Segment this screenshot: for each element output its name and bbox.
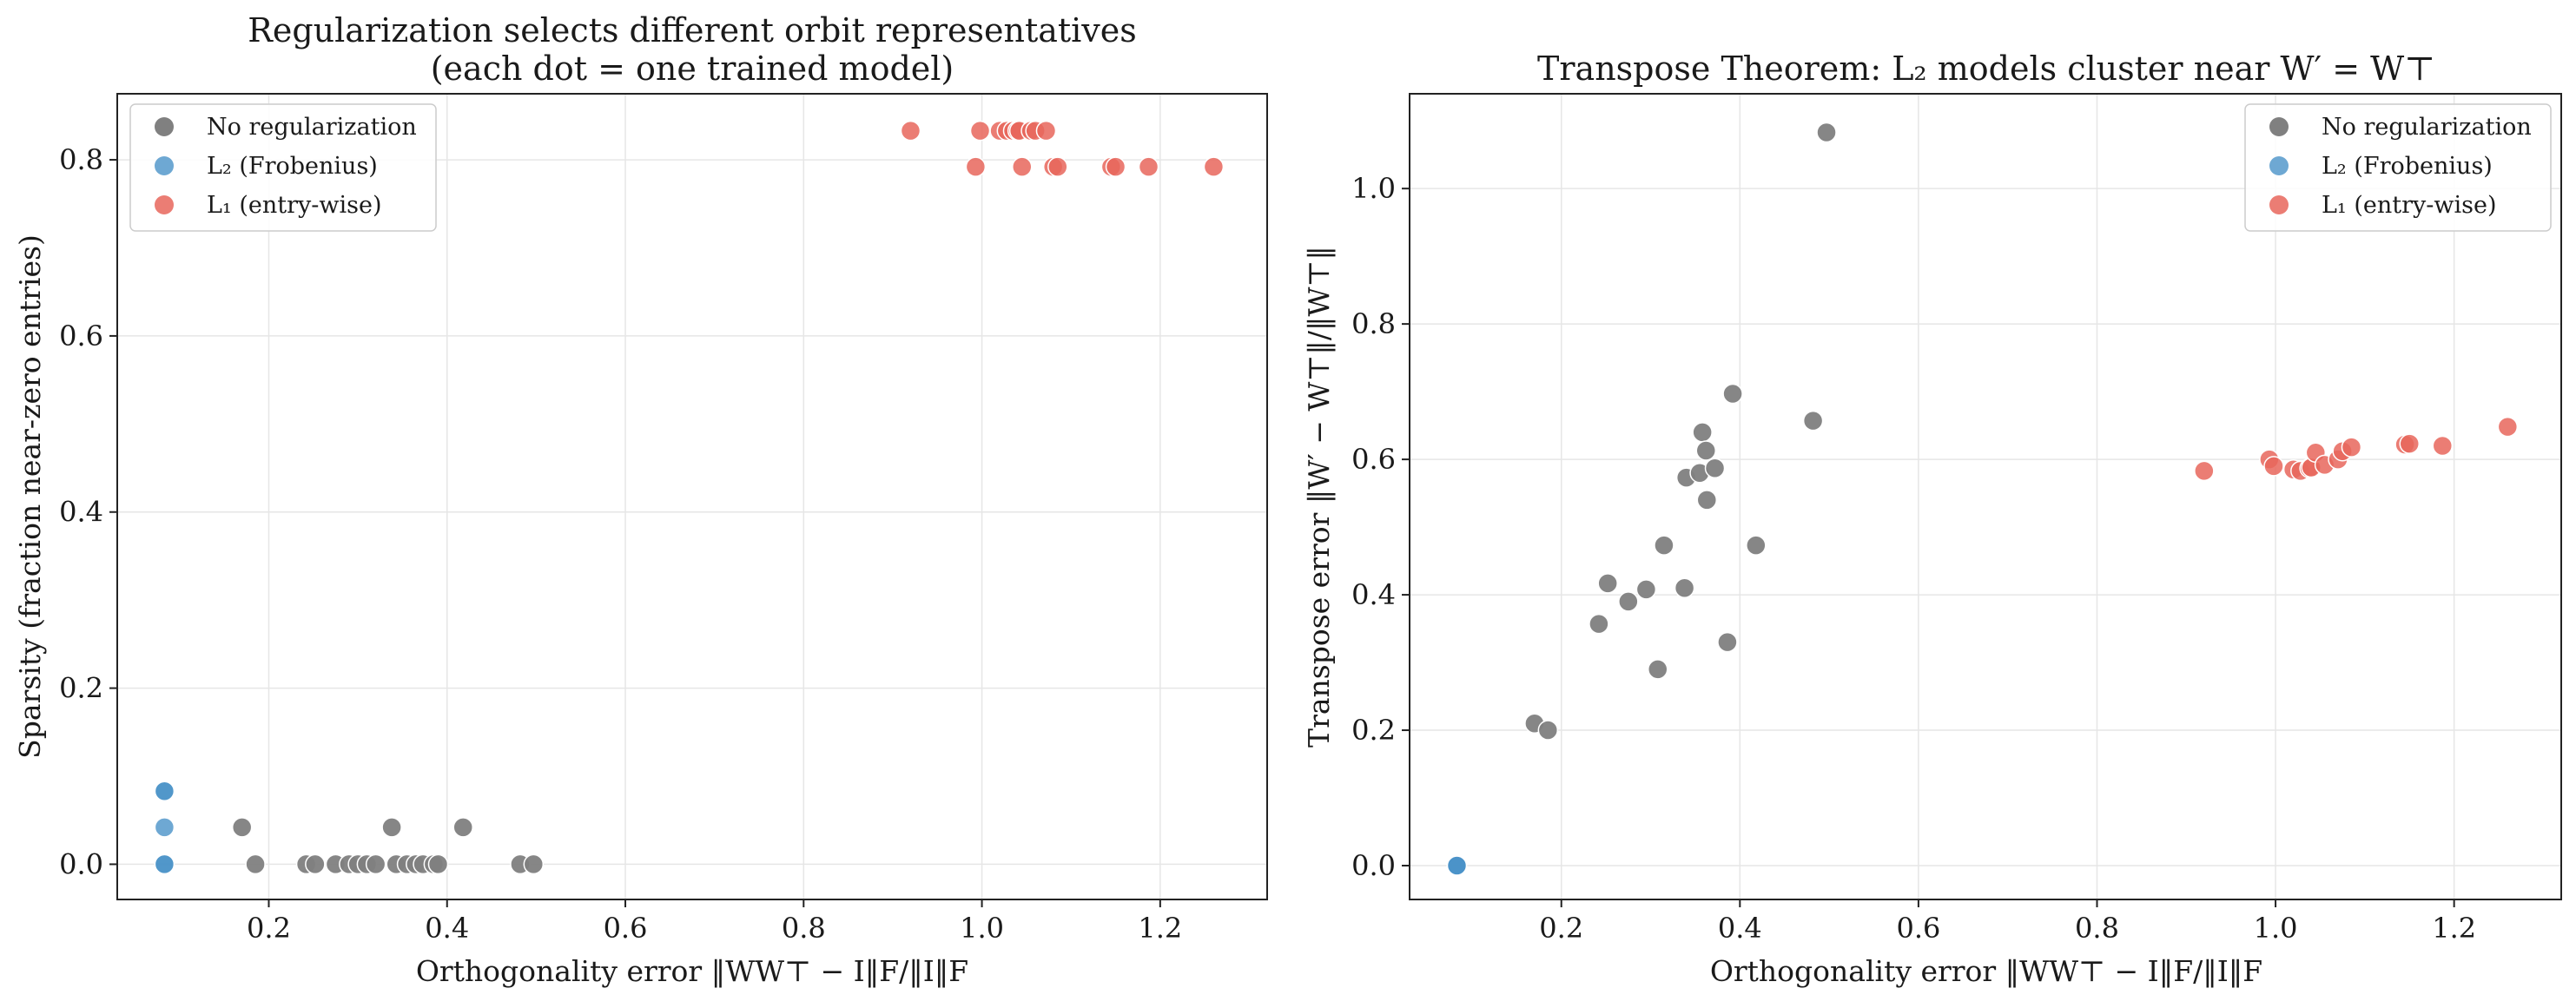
right-ytick-label: 0.8 [1351,307,1396,340]
right-point-none [1589,613,1609,635]
left-xtick-label: 0.4 [425,912,469,945]
left-ytick-label: 0.0 [59,847,103,880]
right-legend-marker-l1 [2269,195,2289,214]
left-xtick-label: 1.2 [1138,912,1182,945]
right-point-none [1674,577,1695,599]
right-point-none [1816,122,1837,143]
left-point-none [245,853,266,875]
left-point-l1 [900,120,921,142]
right-xtick-label: 0.8 [2075,912,2119,945]
right-point-none [1717,631,1738,653]
left-legend-box [129,103,437,232]
right-chart: Transpose Theorem: L₂ models cluster nea… [1302,49,2562,988]
left-point-l1 [1105,156,1126,177]
right-point-none [1537,720,1559,741]
left-point-l2 [154,781,175,802]
left-legend-label-l1: L₁ (entry-wise) [207,192,382,219]
right-ytick-label: 0.2 [1351,714,1396,747]
right-legend-marker-none [2269,117,2289,136]
left-chart-subtitle: (each dot = one trained model) [431,49,954,88]
left-point-l1 [1012,156,1033,177]
right-point-none [1704,458,1726,478]
left-point-l1 [1035,120,1057,142]
right-point-none [1635,579,1657,600]
right-legend-label-l2: L₂ (Frobenius) [2322,153,2493,180]
left-ytick-label: 0.8 [59,143,103,176]
left-legend-label-l2: L₂ (Frobenius) [207,153,378,180]
right-chart-ylabel: Transpose error ‖W′ − W⊤‖/‖W⊤‖ [1302,246,1336,748]
left-legend-label-none: No regularization [207,114,417,141]
right-xtick-label: 1.0 [2254,912,2298,945]
right-point-l1 [2263,456,2284,477]
left-point-none [452,817,473,838]
right-point-none [1692,422,1713,443]
right-point-l1 [2432,435,2454,457]
left-point-l1 [965,156,987,177]
left-xtick-label: 0.8 [782,912,826,945]
left-point-none [381,817,402,838]
right-xtick-label: 1.2 [2432,912,2476,945]
left-xtick-label: 1.0 [960,912,1004,945]
left-chart-frame [116,93,1268,900]
right-point-l1 [2497,416,2519,438]
left-point-l1 [1047,156,1068,177]
left-legend-marker-l2 [155,156,174,175]
right-point-none [1696,490,1718,511]
left-point-l1 [969,120,991,142]
left-chart-xlabel: Orthogonality error ‖WW⊤ − I‖F/‖I‖F [416,954,968,988]
left-ytick-label: 0.2 [59,672,103,705]
right-chart-frame [1409,93,2562,900]
left-chart-ticks: 0.2 0.4 0.6 0.8 1.0 1.2 0.0 0.2 0.4 0.6 0.8 [59,143,1182,945]
left-point-l2 [154,853,175,875]
left-point-none [427,853,449,875]
left-legend-marker-l1 [155,195,174,214]
right-point-none [1695,440,1717,461]
right-point-none [1618,591,1639,612]
left-point-none [231,817,253,838]
right-legend-marker-l2 [2269,156,2289,175]
right-chart-ticks: 0.2 0.4 0.6 0.8 1.0 1.2 0.0 0.2 0.4 0.6 0.8 1.0 [1351,172,2476,945]
right-point-l1 [2399,433,2421,454]
right-point-l2 [1446,855,1468,876]
left-ytick-label: 0.4 [59,496,103,529]
right-point-none [1597,573,1618,594]
left-point-l1 [1203,156,1225,177]
right-legend-label-none: No regularization [2322,114,2532,141]
left-xtick-label: 0.6 [604,912,648,945]
right-ytick-label: 0.4 [1351,578,1396,611]
right-point-none [1648,659,1668,680]
right-chart-title: Transpose Theorem: L₂ models cluster nea… [1537,49,2435,88]
left-point-l2 [154,817,175,838]
right-chart-points [1446,122,2519,876]
right-point-none [1746,535,1767,556]
left-chart: Regularization selects different orbit r… [13,11,1268,988]
right-point-l1 [2341,437,2362,458]
right-ytick-label: 0.6 [1351,443,1396,476]
right-ytick-label: 0.0 [1351,849,1396,882]
left-chart-legend: No regularization L₂ (Frobenius) L₁ (ent… [129,103,437,232]
left-point-none [305,853,326,875]
left-chart-ylabel: Sparsity (fraction near-zero entries) [13,234,47,759]
right-point-none [1654,535,1674,556]
right-chart-legend: No regularization L₂ (Frobenius) L₁ (ent… [2244,103,2552,232]
left-ytick-label: 0.6 [59,320,103,352]
right-legend-label-l1: L₁ (entry-wise) [2322,192,2497,219]
right-legend-box [2244,103,2552,232]
right-xtick-label: 0.2 [1539,912,1583,945]
right-xtick-label: 0.4 [1718,912,1762,945]
left-chart-title: Regularization selects different orbit r… [248,11,1137,49]
left-chart-points [154,120,1225,875]
right-ytick-label: 1.0 [1351,172,1396,205]
right-point-none [1722,383,1743,405]
left-point-l1 [1138,156,1159,177]
left-point-none [523,853,545,875]
left-legend-marker-none [155,117,174,136]
right-point-l1 [2194,460,2215,482]
right-xtick-label: 0.6 [1896,912,1940,945]
right-chart-xlabel: Orthogonality error ‖WW⊤ − I‖F/‖I‖F [1710,954,2262,988]
left-point-none [365,853,386,875]
left-xtick-label: 0.2 [247,912,291,945]
right-point-none [1802,410,1824,432]
